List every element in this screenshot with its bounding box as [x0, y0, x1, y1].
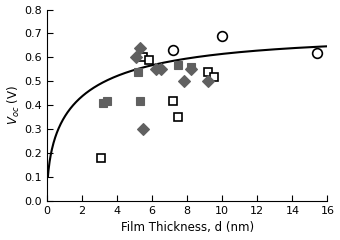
Y-axis label: $V_{oc}$ (V): $V_{oc}$ (V): [5, 85, 22, 125]
X-axis label: Film Thickness, d (nm): Film Thickness, d (nm): [121, 222, 254, 234]
